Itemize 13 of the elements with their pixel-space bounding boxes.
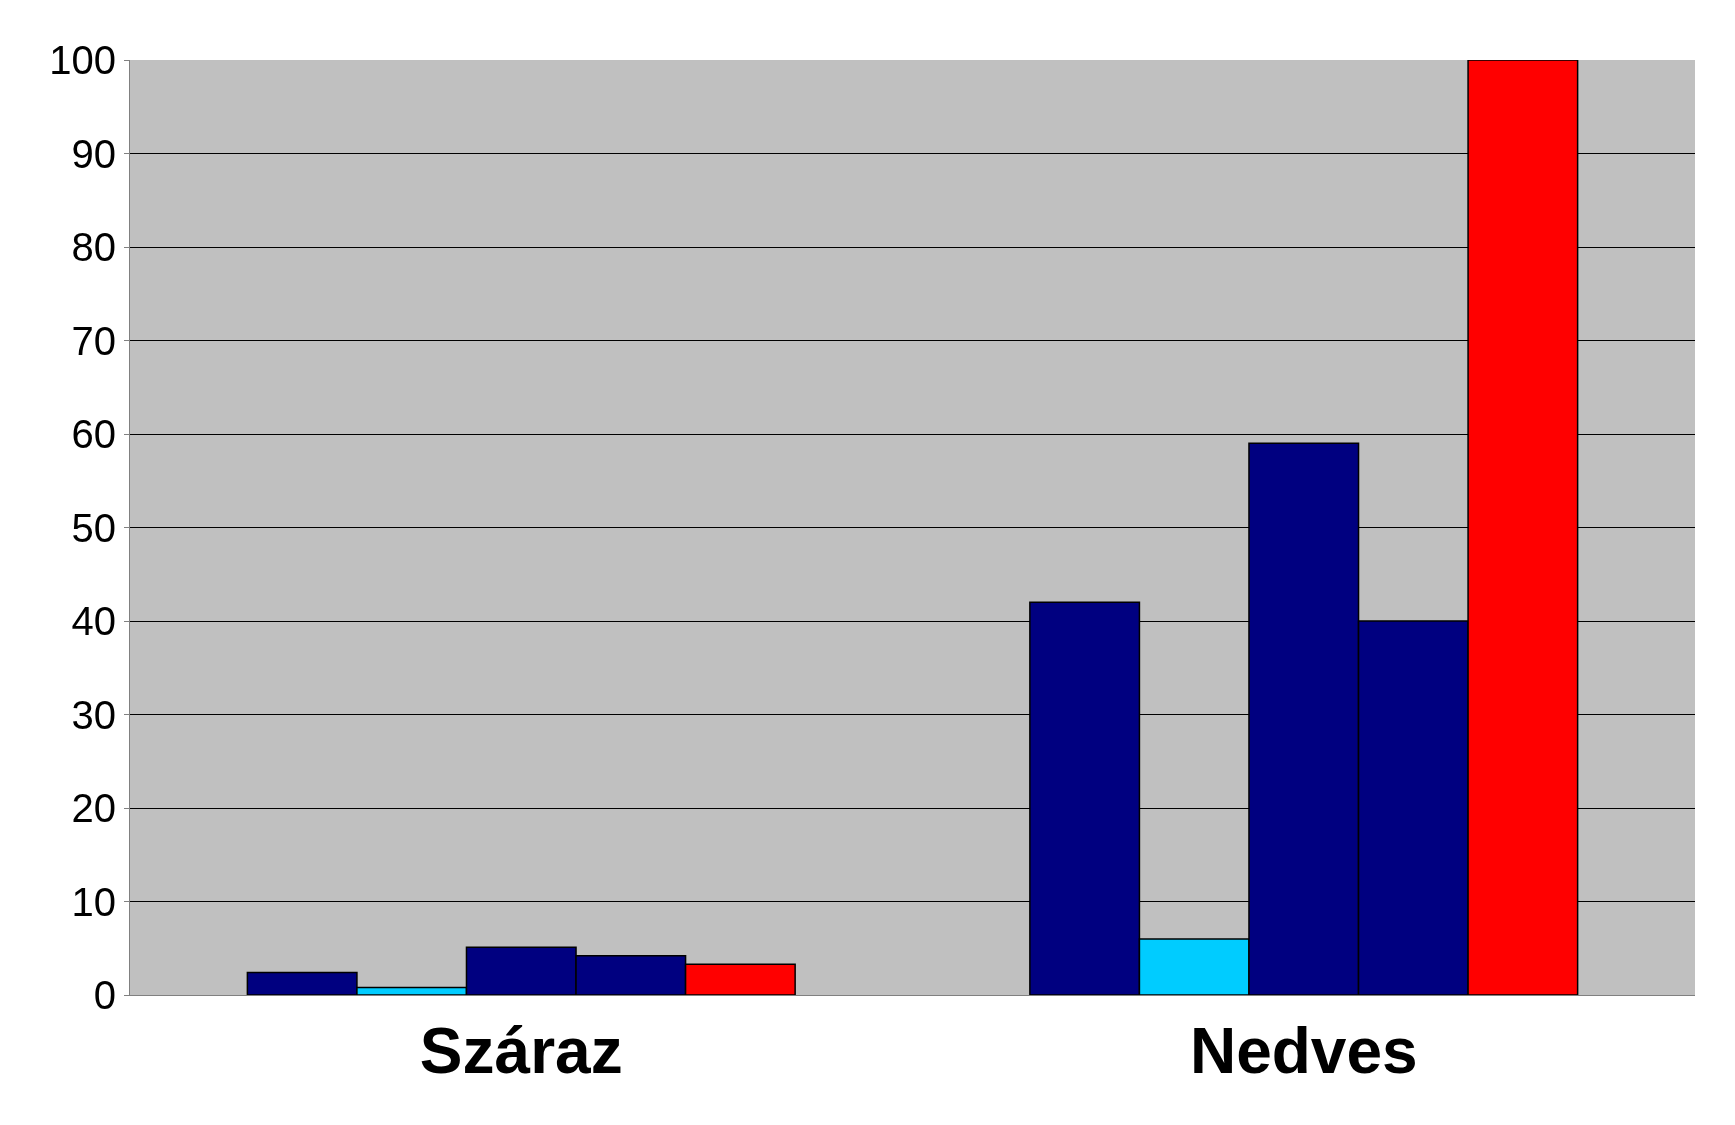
x-tick-label: Nedves	[1189, 1014, 1418, 1087]
y-tick-label: 20	[71, 786, 116, 830]
x-tick-label: Száraz	[419, 1014, 623, 1087]
y-tick-label: 100	[49, 38, 116, 82]
y-tick-label: 80	[71, 225, 116, 269]
y-tick-label: 90	[71, 131, 116, 176]
y-tick-label: 70	[71, 318, 116, 363]
y-tick-label: 50	[71, 505, 116, 550]
y-tick-label: 40	[71, 599, 116, 643]
y-tick-label: 0	[93, 973, 116, 1017]
y-tick-label: 30	[71, 692, 116, 737]
y-tick-label: 60	[71, 412, 116, 456]
y-tick-label: 10	[71, 879, 116, 924]
